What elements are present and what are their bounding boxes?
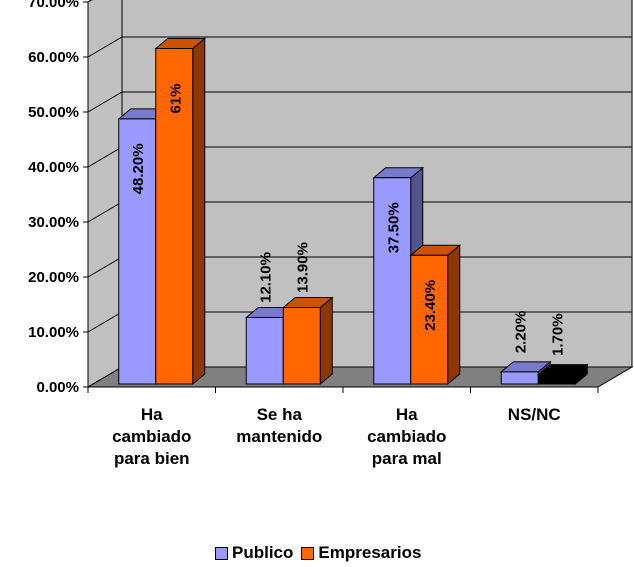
category-label: Ha	[141, 405, 163, 424]
data-label: 23.40%	[422, 280, 439, 331]
y-tick-label: 10.00%	[28, 324, 79, 341]
category-label: cambiado	[112, 427, 191, 446]
gridline	[87, 91, 632, 113]
bar-empresarios	[537, 374, 576, 385]
data-label: 13.90%	[295, 242, 312, 293]
bar-publico	[118, 118, 157, 385]
legend-swatch-publico	[215, 546, 228, 560]
data-label: 48.20%	[130, 143, 147, 194]
category-label: mantenido	[236, 427, 322, 446]
category-label: cambiado	[367, 427, 446, 446]
bar-publico	[245, 316, 284, 385]
legend-swatch-empresarios	[301, 546, 315, 560]
bar-publico	[373, 177, 412, 385]
category-label: Ha	[396, 405, 418, 424]
bar-empresarios	[410, 254, 449, 385]
legend-item-publico: Publico	[215, 543, 293, 563]
y-tick-label: 50.00%	[28, 104, 79, 121]
data-label: 61%	[167, 83, 184, 113]
data-label: 12.10%	[258, 252, 275, 303]
bar-side	[447, 244, 461, 386]
legend: Publico Empresarios	[215, 543, 429, 563]
bar-side	[192, 37, 206, 386]
y-tick-label: 30.00%	[28, 214, 79, 231]
legend-item-empresarios: Empresarios	[301, 543, 421, 563]
y-tick-label: 60.00%	[28, 49, 79, 66]
legend-label-empresarios: Empresarios	[318, 543, 422, 562]
category-label: para bien	[114, 449, 190, 468]
y-tick-label: 0.00%	[36, 379, 79, 396]
bar-publico	[500, 371, 539, 385]
category-label: para mal	[372, 449, 442, 468]
y-tick-label: 70.00%	[28, 0, 79, 11]
bar-empresarios	[282, 307, 321, 385]
data-label: 2.20%	[513, 311, 530, 354]
gridline	[87, 36, 632, 58]
category-label: NS/NC	[508, 405, 561, 424]
category-label: Se ha	[257, 405, 303, 424]
bar-side	[319, 296, 333, 386]
data-label: 37.50%	[385, 202, 402, 253]
bar-empresarios	[155, 48, 194, 385]
y-tick-label: 20.00%	[28, 269, 79, 286]
y-tick-label: 40.00%	[28, 159, 79, 176]
data-label: 1.70%	[550, 313, 567, 356]
legend-label-publico: Publico	[232, 543, 294, 562]
